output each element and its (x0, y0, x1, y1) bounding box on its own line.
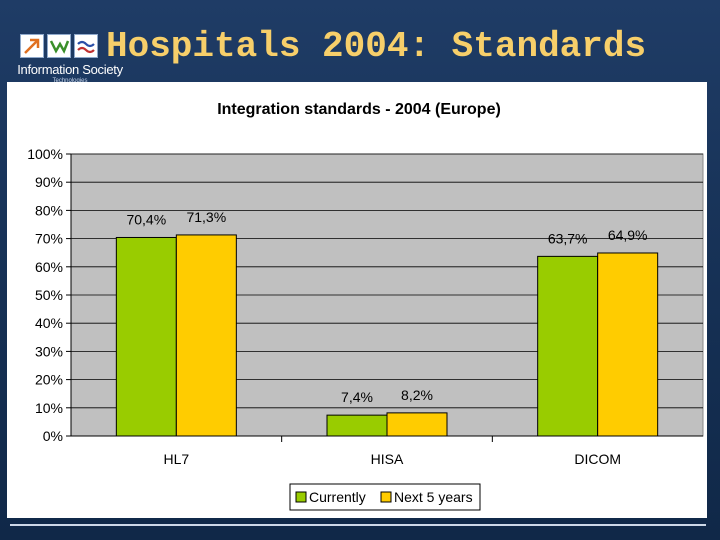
bar (537, 255, 599, 437)
logo-text: Information Society (17, 62, 123, 77)
bar (326, 414, 388, 437)
x-tick-label: DICOM (574, 451, 621, 467)
data-label: 8,2% (401, 387, 433, 403)
y-tick-label: 80% (35, 202, 63, 218)
y-axis: 0% 10% 20% 30% 40% 50% 60% 70% 80% 90% 100% (27, 146, 72, 444)
data-label: 64,9% (608, 227, 648, 243)
y-tick-label: 90% (35, 174, 63, 190)
y-tick-label: 70% (35, 231, 63, 247)
slide-title: Hospitals 2004: Standards (106, 26, 647, 67)
logo-subtext: Technologies (52, 78, 88, 84)
legend-label: Currently (309, 489, 366, 505)
y-tick-label: 30% (35, 343, 63, 359)
y-tick-label: 0% (43, 428, 63, 444)
logo-icons (20, 34, 98, 58)
y-tick-label: 60% (35, 259, 63, 275)
legend: Currently Next 5 years (289, 483, 481, 511)
bar-chart: Integration standards - 2004 (Europe) 0%… (27, 101, 704, 511)
bars: 70,4% 71,3% 7,4% 8,2% 63,7% 64,9% (115, 209, 659, 437)
wave-icon (74, 34, 98, 58)
data-label: 63,7% (548, 230, 588, 246)
x-tick-label: HISA (371, 451, 404, 467)
y-tick-label: 10% (35, 400, 63, 416)
bar (175, 234, 237, 437)
data-label: 7,4% (341, 389, 373, 405)
legend-swatch (295, 491, 307, 503)
x-axis: HL7 HISA DICOM (71, 435, 703, 467)
chart-title: Integration standards - 2004 (Europe) (217, 101, 501, 118)
legend-label: Next 5 years (394, 489, 473, 505)
legend-swatch (380, 491, 392, 503)
logo: Information Society Technologies (6, 30, 134, 88)
bar (597, 252, 659, 437)
bar (115, 236, 177, 437)
y-tick-label: 50% (35, 287, 63, 303)
divider-line (10, 524, 706, 526)
data-label: 71,3% (186, 209, 226, 225)
chart-frame: Integration standards - 2004 (Europe) 0%… (7, 82, 707, 518)
y-tick-label: 40% (35, 315, 63, 331)
signal-icon (47, 34, 71, 58)
bar (386, 412, 448, 437)
data-label: 70,4% (126, 211, 166, 227)
y-tick-label: 100% (27, 146, 63, 162)
y-tick-label: 20% (35, 372, 63, 388)
arrow-icon (20, 34, 44, 58)
x-tick-label: HL7 (163, 451, 189, 467)
